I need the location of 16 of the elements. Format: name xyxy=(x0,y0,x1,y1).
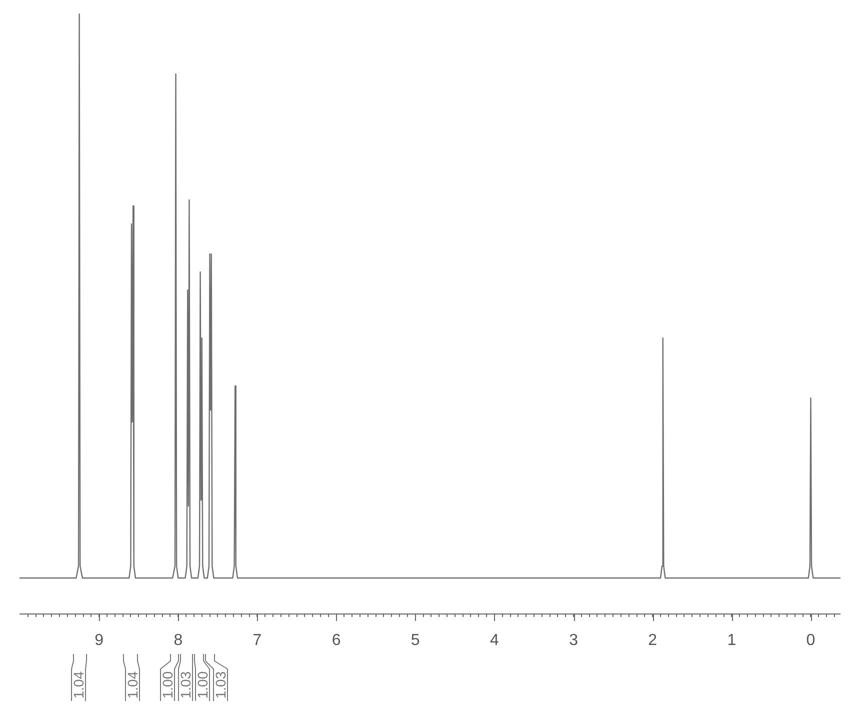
x-tick-label: 8 xyxy=(174,632,183,650)
x-tick-label: 7 xyxy=(252,632,262,650)
text: 1.04 xyxy=(70,671,86,699)
x-tick-label: 4 xyxy=(490,632,499,650)
text: 1.00 xyxy=(159,671,176,699)
x-tick-label: 0 xyxy=(806,632,816,650)
x-tick-label: 6 xyxy=(332,632,341,650)
text: 1.03 xyxy=(212,671,228,699)
x-tick-label: 1 xyxy=(727,632,736,650)
x-tick-label: 5 xyxy=(410,632,420,650)
x-tick-label: 2 xyxy=(648,632,658,650)
text: 1.03 xyxy=(177,671,194,699)
x-tick-label: 9 xyxy=(94,632,104,650)
text: 1.00 xyxy=(194,671,210,699)
x-tick-label: 3 xyxy=(569,632,578,650)
text: 1.04 xyxy=(124,671,140,699)
